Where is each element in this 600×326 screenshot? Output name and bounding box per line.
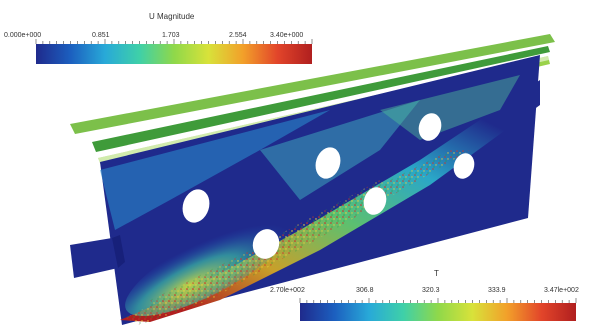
left-flange	[70, 238, 118, 278]
legend-bottom-tick-4: 3.47le+002	[544, 287, 579, 294]
legend-bottom-tick-1: 306.8	[356, 287, 374, 294]
hole	[252, 229, 280, 259]
legend-top-title: U Magnitude	[149, 12, 195, 21]
legend-top-tick-0: 0.000e+000	[4, 32, 42, 39]
legend-bottom-tick-marks	[299, 298, 577, 303]
legend-top-colorbar	[36, 44, 312, 64]
legend-bottom-tick-0: 2.70le+002	[270, 287, 305, 294]
legend-bottom-tick-3: 333.9	[488, 287, 506, 294]
top-plate-mid	[92, 46, 550, 152]
legend-top-tick-2: 1.703	[162, 32, 180, 39]
legend-top-tick-marks	[35, 39, 313, 44]
legend-top	[35, 39, 313, 64]
legend-bottom-colorbar	[300, 303, 576, 321]
hole	[418, 113, 442, 141]
hole	[182, 189, 210, 223]
legend-top-tick-3: 2.554	[229, 32, 247, 39]
top-plate-back	[70, 34, 555, 134]
hole	[453, 153, 475, 179]
hole	[363, 187, 387, 215]
legend-bottom-title: T	[434, 269, 439, 278]
legend-bottom	[299, 298, 577, 321]
hole	[315, 147, 341, 179]
legend-top-tick-1: 0.851	[92, 32, 110, 39]
legend-bottom-tick-2: 320.3	[422, 287, 440, 294]
legend-top-tick-4: 3.40e+000	[270, 32, 304, 39]
